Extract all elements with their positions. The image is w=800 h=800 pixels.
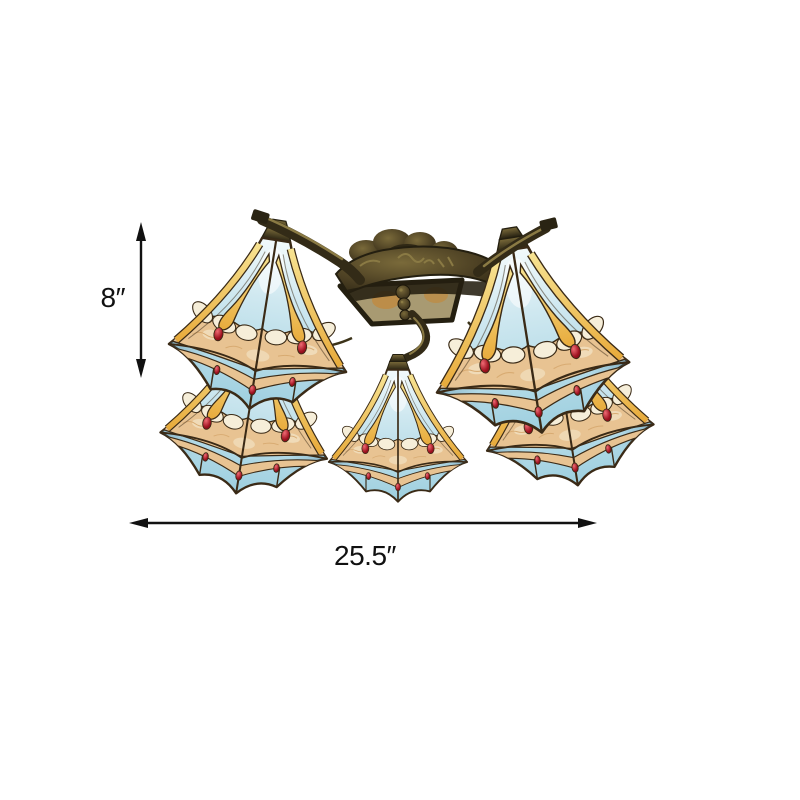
width-dimension: 25.5″ bbox=[129, 518, 597, 571]
width-dimension-arrow bbox=[129, 518, 597, 528]
canopy-finial-knobs bbox=[395, 284, 411, 321]
support-arms bbox=[251, 209, 558, 285]
ceiling-lamp bbox=[149, 206, 664, 510]
width-dimension-label: 25.5″ bbox=[334, 540, 396, 571]
height-dimension-arrow bbox=[136, 222, 146, 378]
canopy bbox=[334, 229, 502, 327]
height-dimension: 8″ bbox=[101, 222, 146, 378]
height-dimension-label: 8″ bbox=[101, 282, 126, 313]
canopy-rim bbox=[346, 281, 496, 301]
